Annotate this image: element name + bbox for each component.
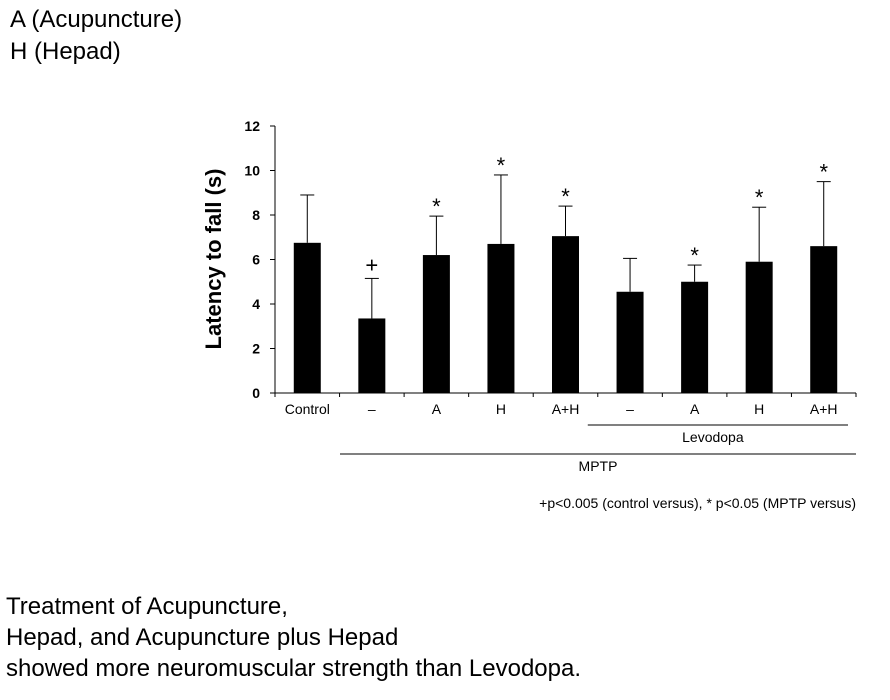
category-label: –: [368, 401, 376, 417]
significance-star: *: [497, 153, 506, 178]
bar: [487, 243, 515, 393]
significance-star: *: [561, 184, 570, 209]
caption-line-3: showed more neuromuscular strength than …: [6, 655, 582, 682]
category-label: H: [754, 401, 764, 417]
group-label-levodopa: Levodopa: [682, 429, 744, 445]
legend-line-acupuncture: A (Acupuncture): [10, 6, 183, 33]
latency-bar-chart: 0 2 4 6 8 10 12 Latency to fall (s) Control + – * A *…: [201, 118, 857, 511]
category-label: A+H: [810, 401, 838, 417]
figure-caption: Treatment of Acupuncture, Hepad, and Acu…: [6, 591, 581, 684]
bar: [358, 318, 386, 393]
significance-note: +p<0.005 (control versus), * p<0.05 (MPT…: [539, 495, 856, 511]
y-tick-label: 8: [252, 207, 260, 223]
category-label: A: [432, 401, 442, 417]
significance-star: *: [819, 160, 828, 185]
category-label: A+H: [552, 401, 580, 417]
y-tick-label: 0: [252, 385, 260, 401]
bar: [616, 291, 644, 393]
y-tick-label: 12: [244, 118, 260, 134]
category-label: Control: [285, 401, 330, 417]
bar: [681, 281, 709, 393]
significance-star: *: [690, 243, 699, 268]
caption-line-2: Hepad, and Acupuncture plus Hepad: [6, 624, 399, 651]
y-tick-label: 6: [252, 252, 260, 268]
bar: [745, 261, 773, 393]
group-label-mptp: MPTP: [579, 458, 618, 474]
caption-line-1: Treatment of Acupuncture,: [6, 593, 288, 620]
y-tick-label: 2: [252, 341, 260, 357]
chart-labels: 0 2 4 6 8 10 12 Latency to fall (s) Control + – * A *…: [201, 118, 856, 511]
abbreviation-legend: A (Acupuncture) H (Hepad): [10, 4, 182, 68]
category-label: A: [690, 401, 700, 417]
bar: [422, 255, 450, 393]
y-tick-label: 4: [252, 296, 260, 312]
bar: [552, 236, 579, 393]
legend-line-hepad: H (Hepad): [10, 38, 121, 65]
significance-star: *: [432, 194, 441, 219]
significance-plus: +: [365, 252, 378, 277]
bar: [293, 242, 321, 393]
y-axis-label: Latency to fall (s): [201, 169, 226, 350]
category-label: H: [496, 401, 506, 417]
category-label: –: [626, 401, 634, 417]
significance-star: *: [755, 185, 764, 210]
y-tick-label: 10: [244, 163, 260, 179]
bar: [810, 246, 838, 393]
chart-bars: [293, 174, 838, 393]
